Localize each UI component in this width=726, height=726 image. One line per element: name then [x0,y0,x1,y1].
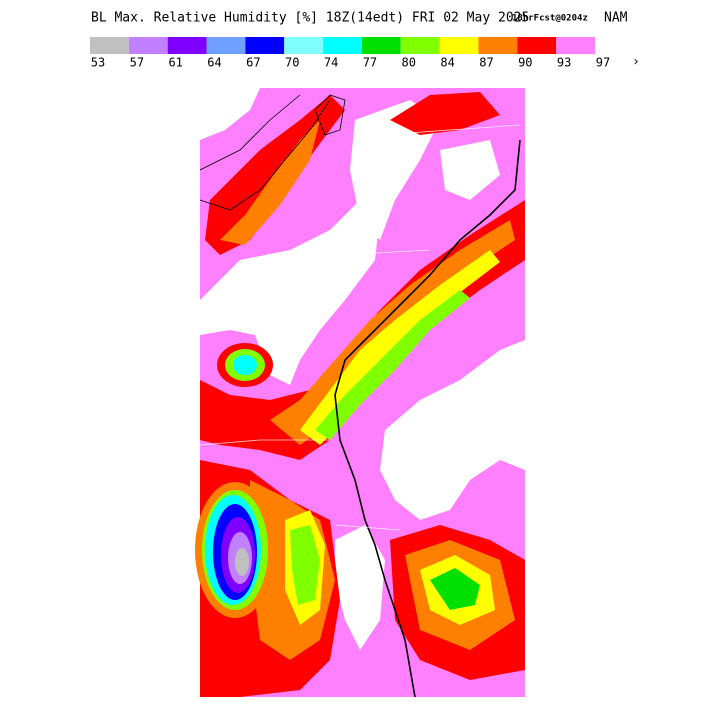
contour-line [314,94,346,136]
humidity-map [195,88,525,698]
legend-swatch [206,37,246,54]
contour-line [199,94,301,171]
legend-label: 87 [479,56,493,70]
legend-swatch [323,37,362,54]
legend-swatch [128,37,168,54]
legend-label: 84 [440,56,454,70]
legend-swatch [400,37,440,54]
legend-label: 57 [130,56,144,70]
humid-band [430,568,480,610]
humid-core [233,355,257,375]
legend-label: 67 [246,56,260,70]
legend-label: 70 [285,56,299,70]
dry-area [200,88,260,140]
legend-label: 93 [557,56,571,70]
forecast-time: 18hrFcst@0204z [512,14,588,24]
humid-band [315,290,470,440]
humid-band [290,525,320,605]
legend-label: 53 [91,56,105,70]
legend-swatch [90,37,129,54]
dry-area [200,200,380,385]
next-button[interactable]: › [632,55,640,70]
model-name: NAM [604,11,628,26]
legend-swatch [284,37,324,54]
legend-label: 61 [168,56,182,70]
legend-swatch [556,37,595,54]
humid-band [220,120,320,245]
humid-core [235,548,249,576]
dry-area [335,525,385,650]
contour-line [199,99,331,211]
legend-swatch [478,37,518,54]
legend-swatch [439,37,479,54]
coastline [334,139,521,698]
legend-label: 97 [596,56,610,70]
legend-label: 74 [324,56,338,70]
legend-swatch [517,37,557,54]
legend-label: 77 [363,56,377,70]
legend-swatch [361,37,401,54]
humid-band [390,92,500,135]
dry-area [350,100,440,240]
legend-label: 64 [207,56,221,70]
map-title: BL Max. Relative Humidity [%] 18Z(14edt)… [91,11,529,26]
legend-label: 80 [402,56,416,70]
color-legend: 53 57 61 64 67 70 74 77 80 84 87 90 93 97 [90,37,610,70]
dry-area [440,140,500,200]
legend-swatch [167,37,207,54]
legend-label: 90 [518,56,532,70]
dry-area [380,340,525,520]
state-border [199,124,521,531]
legend-swatch [245,37,285,54]
